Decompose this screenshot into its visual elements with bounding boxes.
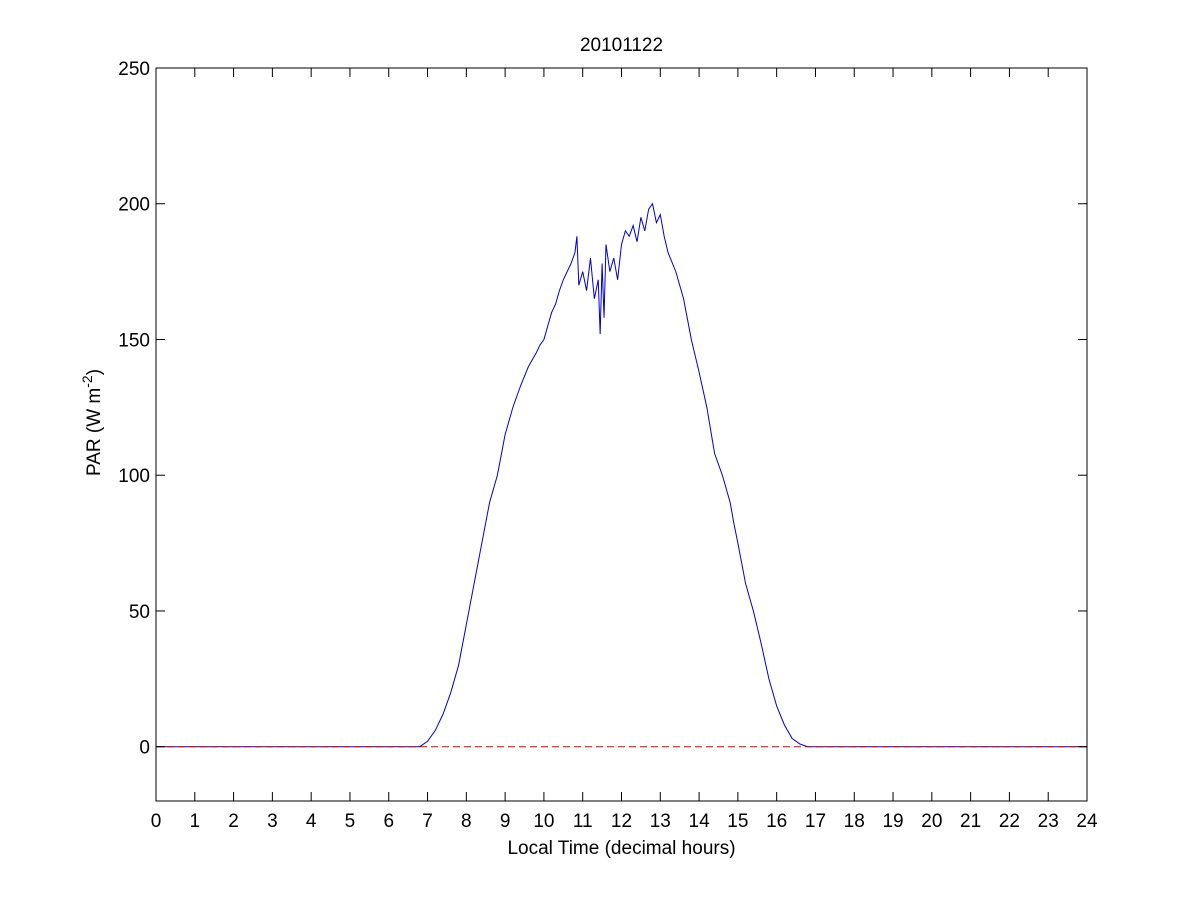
x-tick-label: 19 xyxy=(882,811,903,832)
x-tick-label: 13 xyxy=(650,811,671,832)
par-series-line xyxy=(156,202,1087,748)
x-tick-label: 0 xyxy=(151,811,162,832)
x-tick-label: 2 xyxy=(228,811,239,832)
x-tick-label: 11 xyxy=(573,811,593,832)
y-tick-label: 250 xyxy=(118,59,150,80)
x-tick-label: 14 xyxy=(689,811,711,832)
x-tick-label: 10 xyxy=(533,811,554,832)
y-axis-label: PAR (W m-2) xyxy=(79,369,105,476)
y-tick-label: 200 xyxy=(118,195,150,216)
y-tick-label: 50 xyxy=(129,602,150,623)
x-tick-label: 16 xyxy=(766,811,787,832)
x-tick-label: 17 xyxy=(805,811,826,832)
x-tick-label: 18 xyxy=(844,811,865,832)
series-layer xyxy=(156,202,1087,748)
x-tick-label: 5 xyxy=(345,811,356,832)
x-tick-label: 21 xyxy=(960,811,981,832)
x-tick-label: 20 xyxy=(921,811,942,832)
x-tick-label: 12 xyxy=(611,811,632,832)
x-axis-label: Local Time (decimal hours) xyxy=(507,838,735,859)
x-tick-label: 9 xyxy=(500,811,511,832)
y-tick-label: 100 xyxy=(118,466,150,487)
y-axis-label-main: PAR (W m xyxy=(84,388,105,476)
tick-layer: 0 1 2 3 4 5 6 7 8 9 10 11 12 13 14 15 16 17 18 19 20 21 22 23 24… xyxy=(118,59,1098,832)
x-tick-label: 15 xyxy=(727,811,748,832)
x-tick-label: 22 xyxy=(999,811,1020,832)
y-tick-label: 0 xyxy=(139,738,150,759)
x-tick-label: 24 xyxy=(1076,811,1098,832)
chart-title: 20101122 xyxy=(580,35,663,56)
x-tick-label: 8 xyxy=(461,811,472,832)
x-tick-label: 3 xyxy=(267,811,278,832)
y-tick-label: 150 xyxy=(118,330,150,351)
y-axis-label-superscript: -2 xyxy=(79,375,95,388)
x-tick-label: 23 xyxy=(1038,811,1059,832)
x-tick-label: 7 xyxy=(422,811,433,832)
y-axis-label-close: ) xyxy=(84,369,105,375)
x-tick-label: 1 xyxy=(190,811,201,832)
x-tick-label: 6 xyxy=(383,811,394,832)
plot-frame xyxy=(155,67,1088,802)
x-tick-label: 4 xyxy=(306,811,317,832)
